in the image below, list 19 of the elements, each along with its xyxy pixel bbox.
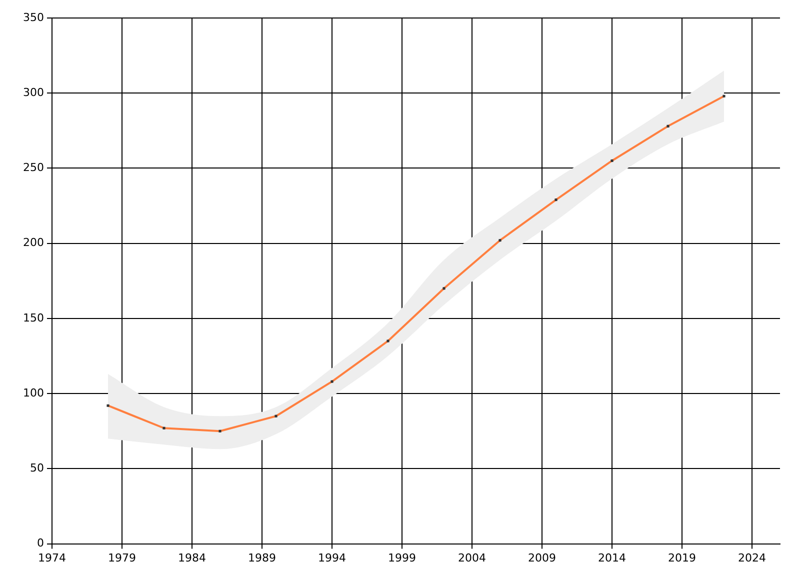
y-tick-label: 300 (22, 86, 44, 99)
x-tick-label: 1989 (248, 551, 276, 564)
y-tick-label: 350 (22, 10, 44, 24)
y-tick-label: 0 (36, 536, 44, 550)
x-tick-label: 2009 (528, 551, 556, 564)
x-tick-label: 1984 (178, 551, 206, 564)
x-tick-label: 1999 (388, 551, 416, 564)
x-tick-label: 1974 (38, 551, 66, 564)
x-tick-label: 2004 (458, 551, 486, 564)
x-tick-label: 1979 (108, 551, 136, 564)
y-tick-label: 200 (22, 236, 44, 250)
x-tick-label: 2024 (738, 551, 766, 564)
x-tick-label: 1994 (318, 551, 346, 564)
x-tick-label: 2014 (598, 551, 626, 564)
y-tick-label: 100 (22, 386, 44, 400)
y-tick-label: 150 (22, 311, 44, 324)
y-tick-label: 50 (30, 462, 44, 475)
y-tick-label: 250 (22, 161, 44, 174)
x-tick-label: 2019 (668, 551, 696, 564)
